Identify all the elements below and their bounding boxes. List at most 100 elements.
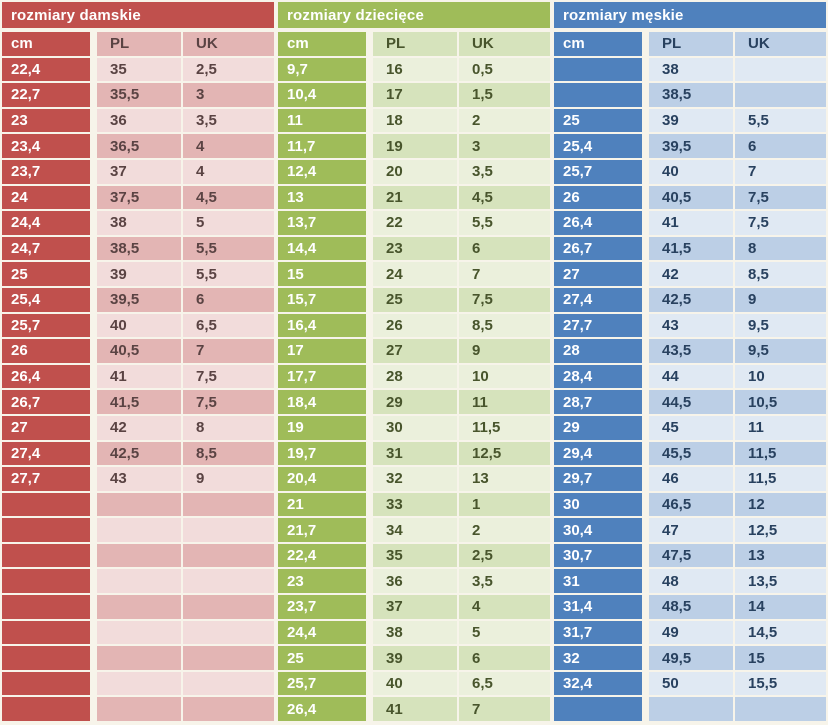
header-cell-pl: PL xyxy=(373,32,457,56)
cell-cm: 28,7 xyxy=(554,390,642,414)
table-row: 25 39 5,5 xyxy=(554,108,826,133)
cell-cm: 23,7 xyxy=(278,595,366,619)
cell-pl: 41 xyxy=(97,364,181,389)
table-row: 32,4 50 15,5 xyxy=(554,671,826,696)
cell-uk: 0,5 xyxy=(459,57,550,82)
header-cell-cm: cm xyxy=(278,32,366,56)
cell-cm: 19 xyxy=(278,415,366,440)
cell-uk: 1 xyxy=(459,492,550,517)
header-cell-cm: cm xyxy=(2,32,90,56)
header-cell-uk: UK xyxy=(459,32,550,56)
table-row: 13,7 22 5,5 xyxy=(278,211,550,235)
cell-uk: 8,5 xyxy=(183,441,274,466)
cell-uk xyxy=(183,595,274,619)
cell-cm xyxy=(2,492,90,517)
cell-pl: 40,5 xyxy=(649,185,733,210)
cell-pl xyxy=(97,492,181,517)
table-section-dzieciece: rozmiary dziecięce cm PL UK 9,7 16 0,5 10,4… xyxy=(278,2,550,723)
cell-uk: 11 xyxy=(459,390,550,414)
table-row xyxy=(554,697,826,722)
section-title-meskie: rozmiary męskie xyxy=(554,2,826,28)
cell-cm xyxy=(2,697,90,722)
table-row: 31,7 49 14,5 xyxy=(554,620,826,645)
table-body: 9,7 16 0,5 10,4 17 1,5 11 18 2 11,7 19 3 12,4 20 3,5 13… xyxy=(278,57,550,722)
table-row: 27,4 42,5 9 xyxy=(554,287,826,312)
table-row: 9,7 16 0,5 xyxy=(278,57,550,82)
table-row: 27,7 43 9 xyxy=(2,467,274,491)
cell-pl: 43,5 xyxy=(649,339,733,363)
table-row: 25,7 40 6,5 xyxy=(278,671,550,696)
cell-uk: 13 xyxy=(459,467,550,491)
table-row: 23 36 3,5 xyxy=(278,569,550,594)
table-row: 21 33 1 xyxy=(278,492,550,517)
cell-cm: 26 xyxy=(554,185,642,210)
table-row xyxy=(2,620,274,645)
cell-pl: 45,5 xyxy=(649,441,733,466)
table-row: 21,7 34 2 xyxy=(278,518,550,542)
cell-cm: 27 xyxy=(554,262,642,286)
cell-cm: 18,4 xyxy=(278,390,366,414)
cell-uk: 10 xyxy=(459,364,550,389)
cell-cm: 23 xyxy=(278,569,366,594)
cell-uk: 3,5 xyxy=(459,159,550,184)
cell-cm: 24,4 xyxy=(278,620,366,645)
table-row: 17,7 28 10 xyxy=(278,364,550,389)
cell-cm: 12,4 xyxy=(278,159,366,184)
table-row: 18,4 29 11 xyxy=(278,390,550,414)
cell-pl: 40 xyxy=(97,313,181,338)
table-row: 26,4 41 7,5 xyxy=(554,211,826,235)
cell-uk: 5,5 xyxy=(735,108,826,133)
cell-cm: 10,4 xyxy=(278,83,366,107)
table-row: 23,7 37 4 xyxy=(278,595,550,619)
cell-uk: 11 xyxy=(735,415,826,440)
cell-cm: 16,4 xyxy=(278,313,366,338)
cell-uk xyxy=(183,492,274,517)
cell-cm xyxy=(554,697,642,722)
cell-pl: 47 xyxy=(649,518,733,542)
cell-uk: 12,5 xyxy=(735,518,826,542)
cell-pl xyxy=(649,697,733,722)
cell-uk: 2 xyxy=(459,108,550,133)
cell-cm: 30,7 xyxy=(554,543,642,568)
cell-uk: 12,5 xyxy=(459,441,550,466)
cell-pl: 42 xyxy=(649,262,733,286)
cell-pl: 44 xyxy=(649,364,733,389)
cell-uk: 5,5 xyxy=(183,236,274,261)
cell-uk: 6 xyxy=(183,287,274,312)
table-row: 26,7 41,5 7,5 xyxy=(2,390,274,414)
table-row: 22,7 35,5 3 xyxy=(2,83,274,107)
cell-cm: 25 xyxy=(554,108,642,133)
cell-cm: 28 xyxy=(554,339,642,363)
table-row: 23,7 37 4 xyxy=(2,159,274,184)
cell-uk: 4 xyxy=(459,595,550,619)
table-row: 29,4 45,5 11,5 xyxy=(554,441,826,466)
cell-cm: 31,4 xyxy=(554,595,642,619)
table-row: 27 42 8 xyxy=(2,415,274,440)
table-row: 28,7 44,5 10,5 xyxy=(554,390,826,414)
table-row: 30,4 47 12,5 xyxy=(554,518,826,542)
cell-uk: 7,5 xyxy=(735,185,826,210)
table-row: 23 36 3,5 xyxy=(2,108,274,133)
cell-uk: 9,5 xyxy=(735,313,826,338)
cell-pl: 45 xyxy=(649,415,733,440)
cell-pl: 48 xyxy=(649,569,733,594)
cell-cm: 25,7 xyxy=(278,671,366,696)
cell-pl: 39 xyxy=(373,646,457,670)
cell-uk xyxy=(735,83,826,107)
cell-uk xyxy=(735,697,826,722)
cell-pl: 38 xyxy=(649,57,733,82)
cell-uk: 7,5 xyxy=(735,211,826,235)
cell-uk: 15 xyxy=(735,646,826,670)
table-row: 25,7 40 7 xyxy=(554,159,826,184)
cell-pl: 42,5 xyxy=(97,441,181,466)
cell-uk: 6 xyxy=(459,646,550,670)
cell-cm: 24,7 xyxy=(2,236,90,261)
cell-cm: 26,4 xyxy=(278,697,366,722)
cell-uk: 9 xyxy=(183,467,274,491)
cell-uk: 11,5 xyxy=(459,415,550,440)
header-row: cm PL UK xyxy=(554,32,826,56)
table-row: 23,4 36,5 4 xyxy=(2,134,274,158)
table-row: 26,4 41 7 xyxy=(278,697,550,722)
header-row: cm PL UK xyxy=(278,32,550,56)
